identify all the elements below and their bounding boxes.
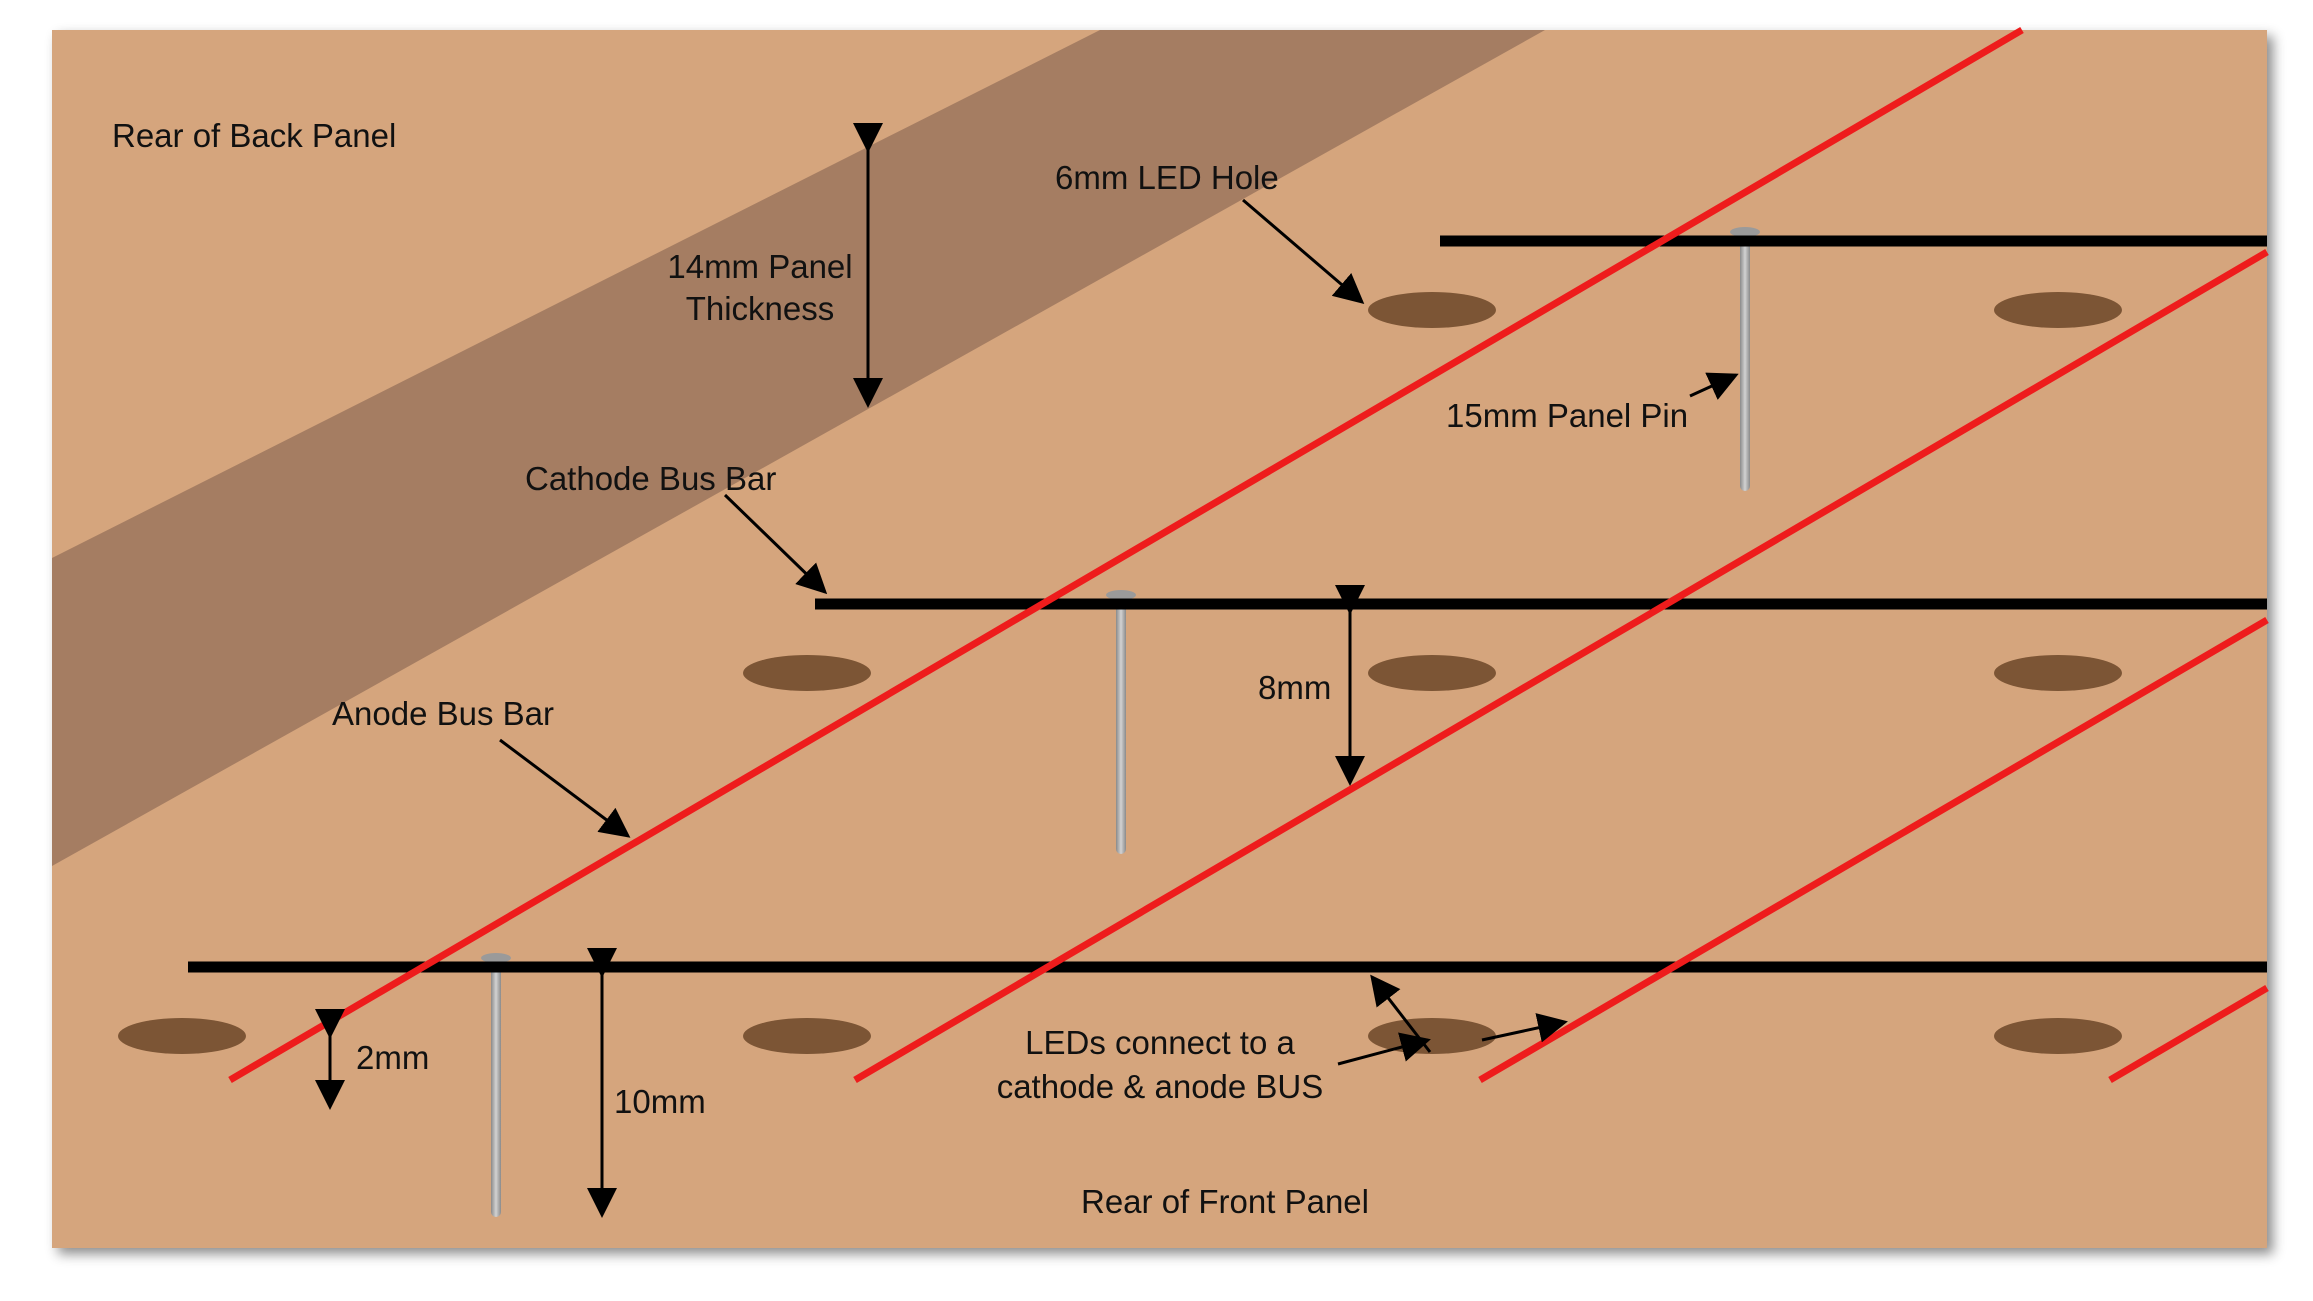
panel-pin	[1730, 227, 1760, 491]
panel-thickness-label-line2: Thickness	[686, 290, 835, 327]
led-hole	[1994, 1018, 2122, 1054]
labels: Rear of Back Panel 6mm LED Hole 14mm Pan…	[112, 117, 1688, 1220]
anode-bus-pointer-arrow	[499, 738, 631, 838]
anode-bus-bar	[1478, 616, 2269, 1084]
cathode-bus-bars	[188, 235, 2267, 973]
cathode-bus-label: Cathode Bus Bar	[525, 460, 776, 497]
led-hole	[1994, 292, 2122, 328]
led-hole	[743, 1018, 871, 1054]
rear-back-panel-label: Rear of Back Panel	[112, 117, 396, 154]
annotation-arrows	[315, 123, 1739, 1218]
led-hole	[1368, 292, 1496, 328]
led-hole	[1368, 1018, 1496, 1054]
anode-bus-bar	[2108, 984, 2269, 1084]
leds-connect-hole-arrow	[1337, 1032, 1431, 1066]
leds-connect-label-line2: cathode & anode BUS	[997, 1068, 1324, 1105]
panel-pin-pointer-arrow	[1689, 372, 1739, 400]
anode-bus-bars	[228, 26, 2269, 1084]
panel-pins	[481, 227, 1760, 1217]
leds-connect-label-line1: LEDs connect to a	[1025, 1024, 1295, 1061]
panel-pin	[481, 953, 511, 1217]
led-hole	[743, 655, 871, 691]
led-holes	[118, 292, 2122, 1054]
gap-8mm-label: 8mm	[1258, 669, 1331, 706]
panel-pin	[1106, 590, 1136, 854]
back-panel-thickness-band	[52, 30, 1545, 866]
anode-bus-bar	[228, 26, 2024, 1084]
rear-front-panel-label: Rear of Front Panel	[1081, 1183, 1369, 1220]
panel-thickness-label-line1: 14mm Panel	[667, 248, 852, 285]
led-hole	[1368, 655, 1496, 691]
gap-10mm-label: 10mm	[614, 1083, 706, 1120]
led-hole	[1994, 655, 2122, 691]
gap-2mm-label: 2mm	[356, 1039, 429, 1076]
led-hole-pointer-arrow	[1242, 198, 1365, 304]
led-hole	[118, 1018, 246, 1054]
panel-pin-label: 15mm Panel Pin	[1446, 397, 1688, 434]
led-hole-label: 6mm LED Hole	[1055, 159, 1279, 196]
anode-bus-label: Anode Bus Bar	[332, 695, 554, 732]
anode-bus-bar	[853, 248, 2269, 1084]
cathode-bus-pointer-arrow	[723, 493, 828, 595]
leds-connect-anode-arrow	[1481, 1013, 1568, 1043]
